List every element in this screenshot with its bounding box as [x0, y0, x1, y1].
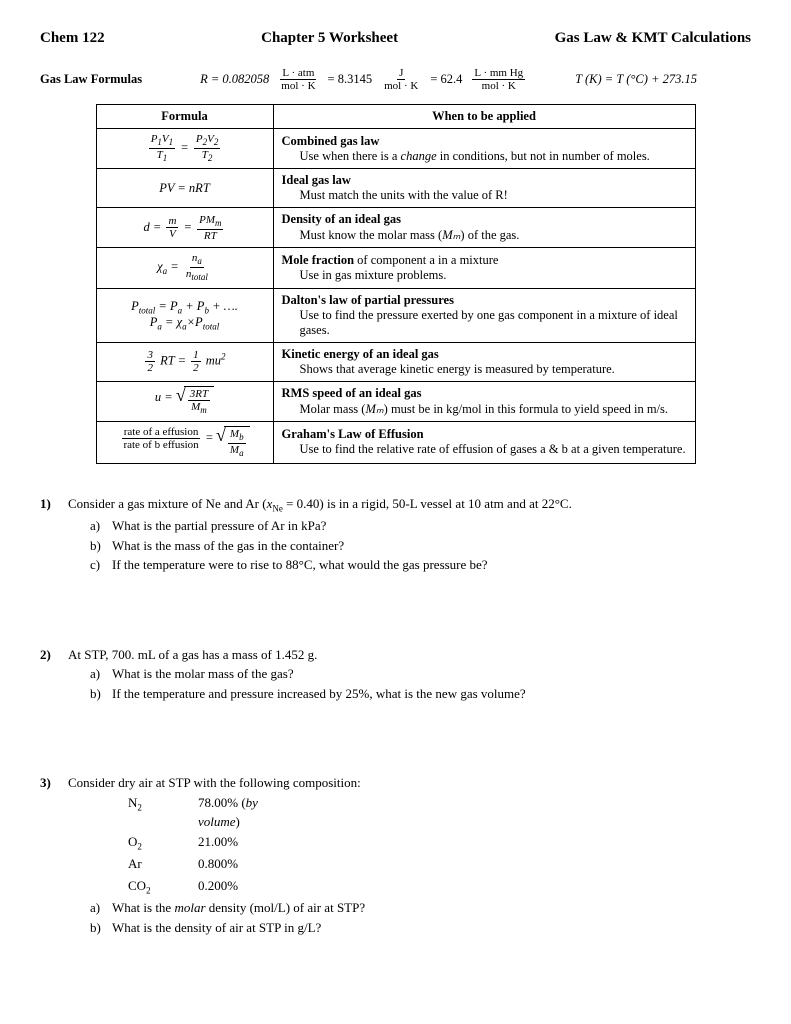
desc-molefrac: Mole fraction of component a in a mixtur…: [273, 248, 695, 288]
comp-row: CO20.200%: [128, 876, 751, 898]
table-row: rate of a effusionrate of b effusion = √…: [96, 421, 695, 464]
question-3: 3) Consider dry air at STP with the foll…: [40, 773, 751, 937]
question-1: 1) Consider a gas mixture of Ne and Ar (…: [40, 494, 751, 575]
table-row: u = √3RTMm RMS speed of an ideal gas Mol…: [96, 381, 695, 421]
q2b: b)If the temperature and pressure increa…: [90, 684, 751, 704]
desc-ideal: Ideal gas law Must match the units with …: [273, 169, 695, 208]
table-row: Ptotal = Pa + Pb + …. Pa = χa×Ptotal Dal…: [96, 288, 695, 342]
formula-ke: 32 RT = 12 mu2: [96, 342, 273, 381]
table-row: PV = nRT Ideal gas law Must match the un…: [96, 169, 695, 208]
formulas-label: Gas Law Formulas: [40, 72, 142, 87]
desc-dalton: Dalton's law of partial pressures Use to…: [273, 288, 695, 342]
questions-section: 1) Consider a gas mixture of Ne and Ar (…: [40, 494, 751, 937]
table-row: d = mV = PMmRT Density of an ideal gas M…: [96, 208, 695, 248]
unit-1: L · atm mol · K: [279, 67, 317, 92]
header-center: Chapter 5 Worksheet: [261, 30, 398, 47]
q1a: a)What is the partial pressure of Ar in …: [90, 516, 751, 536]
r-value-1: R = 0.082058: [200, 72, 269, 87]
col-header-formula: Formula: [96, 105, 273, 129]
question-2: 2) At STP, 700. mL of a gas has a mass o…: [40, 645, 751, 704]
desc-ke: Kinetic energy of an ideal gas Shows tha…: [273, 342, 695, 381]
formula-density: d = mV = PMmRT: [96, 208, 273, 248]
desc-rms: RMS speed of an ideal gas Molar mass (Mₘ…: [273, 381, 695, 421]
gas-constant-line: Gas Law Formulas R = 0.082058 L · atm mo…: [40, 67, 751, 92]
formula-dalton: Ptotal = Pa + Pb + …. Pa = χa×Ptotal: [96, 288, 273, 342]
comp-row: Ar0.800%: [128, 854, 751, 876]
r-eq-2: = 62.4: [430, 72, 462, 87]
q2-stem: At STP, 700. mL of a gas has a mass of 1…: [68, 645, 751, 665]
q1b: b)What is the mass of the gas in the con…: [90, 536, 751, 556]
formula-ideal: PV = nRT: [96, 169, 273, 208]
desc-graham: Graham's Law of Effusion Use to find the…: [273, 421, 695, 464]
col-header-when: When to be applied: [273, 105, 695, 129]
unit-2: J mol · K: [382, 67, 420, 92]
q3-stem: Consider dry air at STP with the followi…: [68, 773, 751, 793]
temp-conversion: T (K) = T (°C) + 273.15: [575, 72, 697, 87]
q3b: b)What is the density of air at STP in g…: [90, 918, 751, 938]
page-header: Chem 122 Chapter 5 Worksheet Gas Law & K…: [40, 30, 751, 47]
formula-rms: u = √3RTMm: [96, 381, 273, 421]
header-right: Gas Law & KMT Calculations: [555, 30, 751, 47]
q1-stem: Consider a gas mixture of Ne and Ar (xNe…: [68, 494, 751, 516]
desc-density: Density of an ideal gas Must know the mo…: [273, 208, 695, 248]
q1c: c)If the temperature were to rise to 88°…: [90, 555, 751, 575]
unit-3: L · mm Hg mol · K: [472, 67, 525, 92]
composition-table: N278.00% (by volume) O221.00% Ar0.800% C…: [128, 793, 751, 898]
q3a: a)What is the molar density (mol/L) of a…: [90, 898, 751, 918]
header-left: Chem 122: [40, 30, 105, 47]
formula-table: Formula When to be applied P1V1T1 = P2V2…: [96, 104, 696, 464]
table-row: 32 RT = 12 mu2 Kinetic energy of an idea…: [96, 342, 695, 381]
comp-row: O221.00%: [128, 832, 751, 854]
formula-graham: rate of a effusionrate of b effusion = √…: [96, 421, 273, 464]
table-row: P1V1T1 = P2V2T2 Combined gas law Use whe…: [96, 129, 695, 169]
desc-combined: Combined gas law Use when there is a cha…: [273, 129, 695, 169]
formula-combined: P1V1T1 = P2V2T2: [96, 129, 273, 169]
r-eq-1: = 8.3145: [328, 72, 373, 87]
table-row: χa = nantotal Mole fraction of component…: [96, 248, 695, 288]
q2a: a)What is the molar mass of the gas?: [90, 664, 751, 684]
formula-molefrac: χa = nantotal: [96, 248, 273, 288]
comp-row: N278.00% (by volume): [128, 793, 751, 832]
